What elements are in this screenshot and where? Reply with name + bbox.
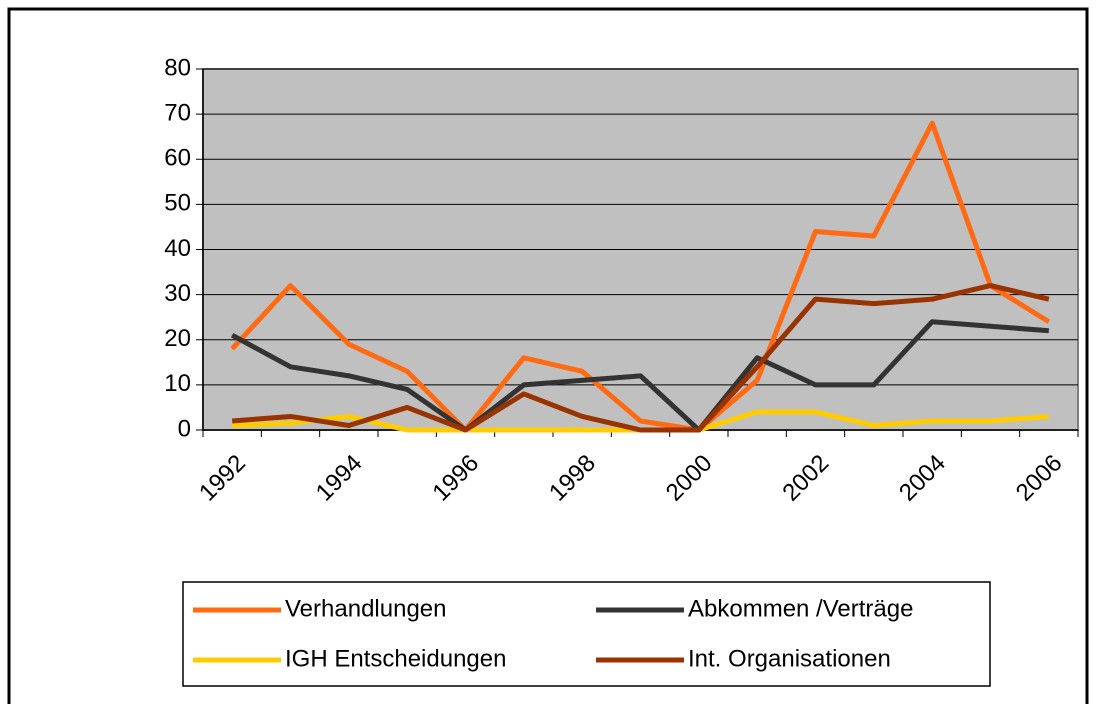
y-tick-label: 80 — [164, 54, 191, 81]
y-tick-label: 40 — [164, 235, 191, 262]
y-tick-label: 30 — [164, 280, 191, 307]
y-tick-label: 60 — [164, 145, 191, 172]
legend-label: IGH Entscheidungen — [285, 645, 506, 672]
line-series — [230, 120, 1051, 433]
y-tick-label: 50 — [164, 190, 191, 217]
legend-label: Int. Organisationen — [688, 645, 891, 672]
y-tick-label: 0 — [178, 415, 191, 442]
y-tick-label: 10 — [164, 370, 191, 397]
line-series — [230, 319, 1050, 433]
legend-label: Verhandlungen — [285, 595, 446, 622]
line-series — [231, 283, 1050, 433]
y-tick-label: 20 — [164, 325, 191, 352]
legend-label: Abkommen /Verträge — [688, 595, 913, 622]
y-tick-label: 70 — [164, 99, 191, 126]
legend-box — [182, 581, 991, 687]
